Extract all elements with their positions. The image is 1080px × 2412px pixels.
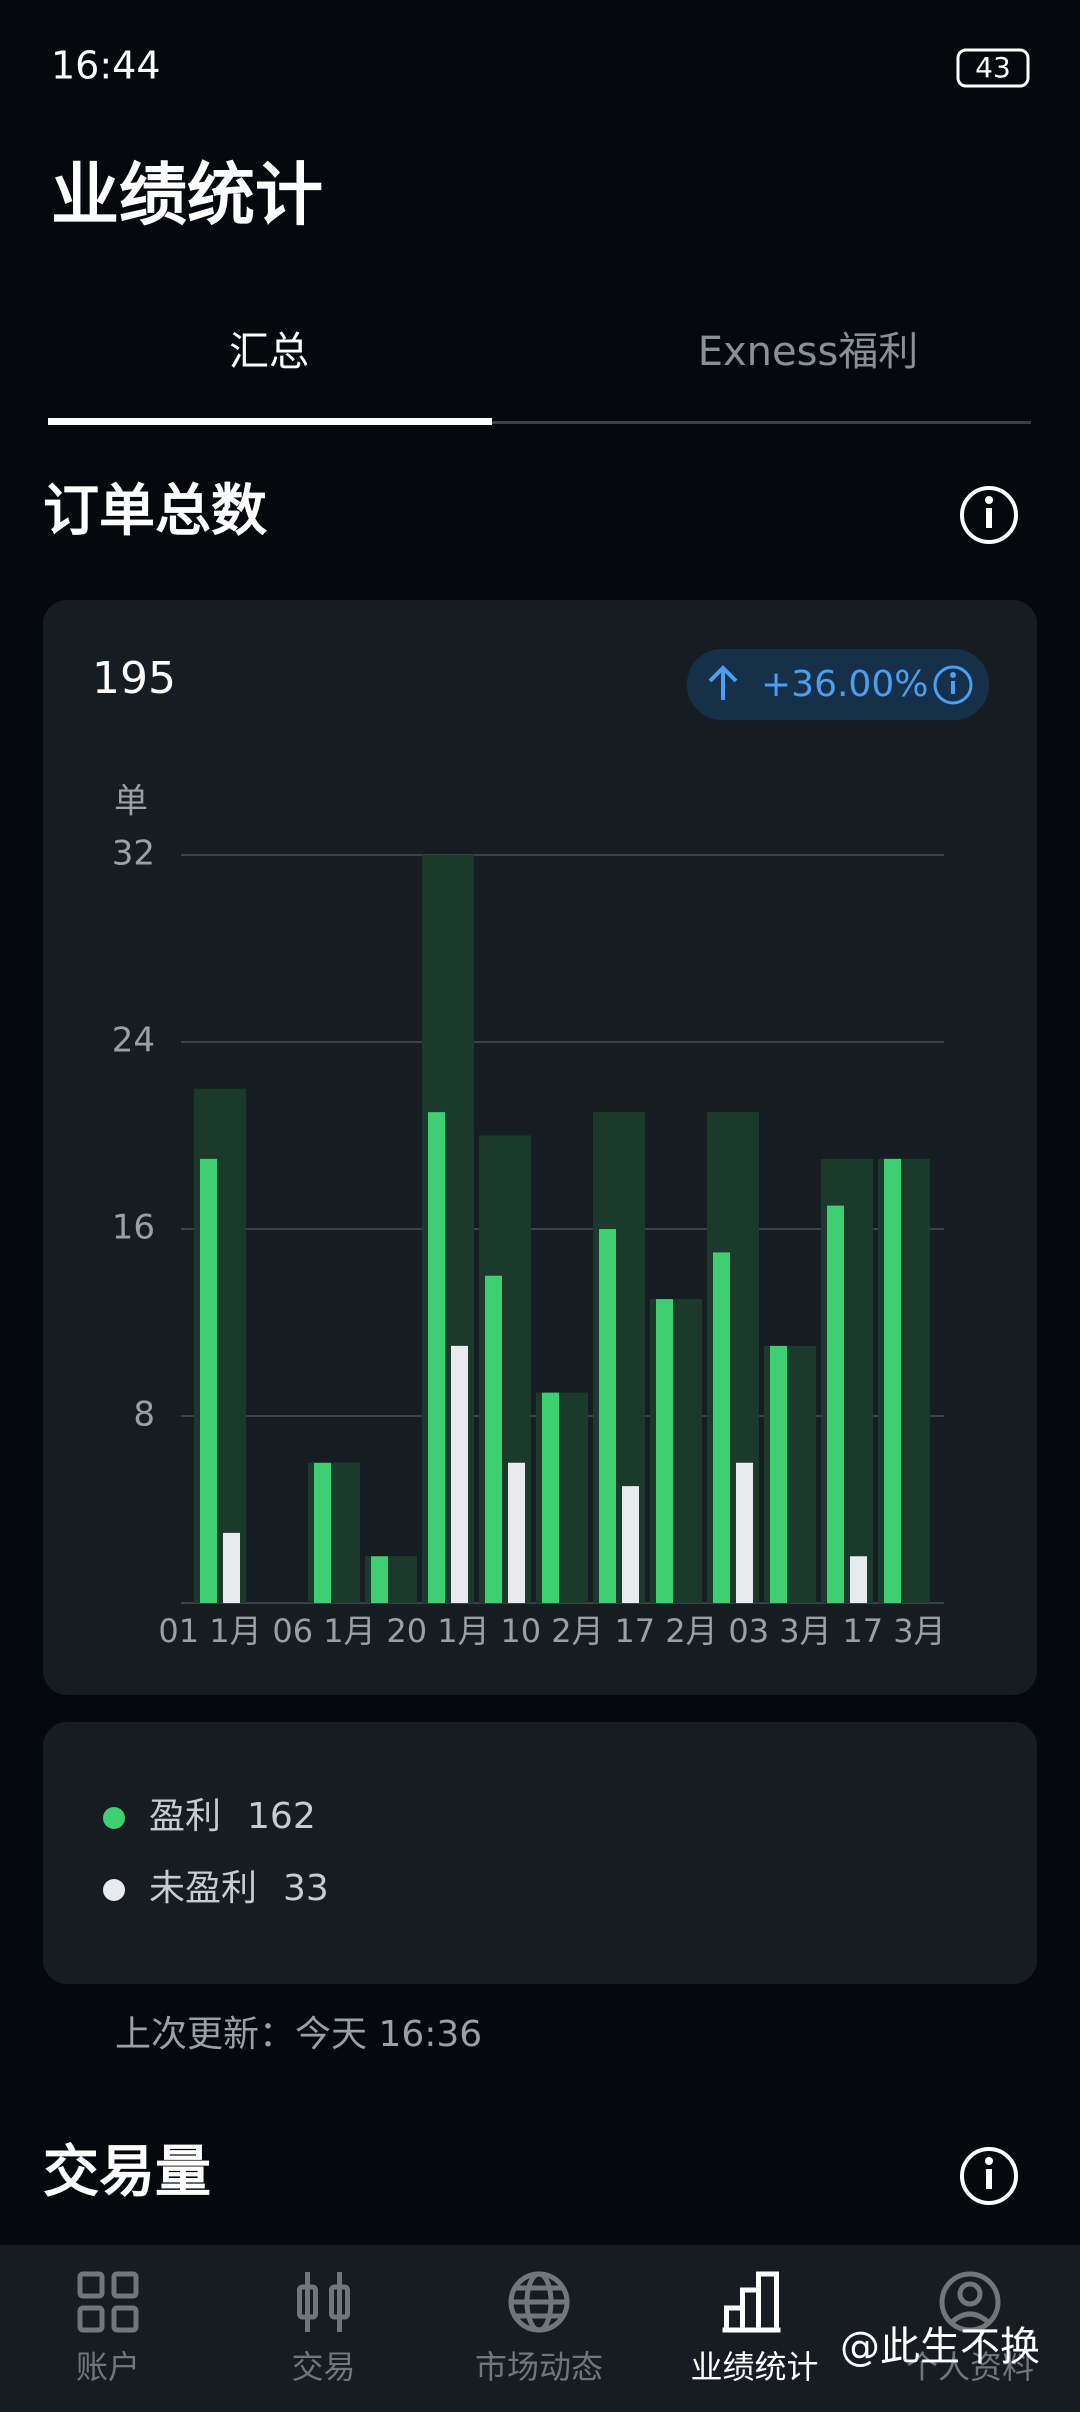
icon-part	[77, 2305, 105, 2333]
x-tick-label: 03 3月	[728, 1612, 831, 1650]
bar	[622, 1486, 639, 1603]
y-tick-label: 8	[133, 1395, 155, 1435]
bar	[770, 1345, 787, 1603]
bar	[371, 1556, 388, 1603]
bar	[508, 1462, 525, 1603]
bar	[713, 1252, 730, 1603]
nav-icon[interactable]	[297, 2272, 350, 2332]
legend-name: 未盈利	[149, 1868, 257, 1909]
y-axis-unit: 单	[114, 782, 148, 822]
icon-part	[111, 2271, 139, 2299]
x-tick-label: 17 3月	[842, 1612, 945, 1650]
nav-label[interactable]: 交易	[291, 2348, 355, 2386]
nav-icon[interactable]	[77, 2271, 139, 2333]
bar	[599, 1229, 616, 1603]
tab[interactable]: Exness福利	[698, 329, 919, 375]
legend-dot	[103, 1807, 125, 1829]
section-title: 订单总数	[43, 479, 267, 544]
battery-level: 43	[975, 51, 1011, 84]
total-orders: 195	[92, 653, 176, 704]
last-updated: 上次更新：今天 16:36	[115, 2014, 482, 2055]
tab-indicator	[48, 418, 492, 425]
bar	[542, 1392, 559, 1603]
bar	[850, 1556, 867, 1603]
battery-icon	[956, 48, 1030, 88]
legend-card	[43, 1722, 1037, 1984]
x-tick-label: 01 1月	[158, 1612, 261, 1650]
change-pill[interactable]	[687, 649, 989, 720]
tab-divider	[492, 421, 1031, 424]
nav-label[interactable]: 个人资料	[906, 2348, 1034, 2386]
legend-total: 162	[247, 1796, 316, 1837]
tab[interactable]: 汇总	[229, 329, 309, 375]
watermark: @此生不换	[840, 2324, 1040, 2370]
info-icon[interactable]	[960, 2147, 1018, 2205]
bar	[200, 1158, 217, 1603]
up-arrow	[708, 665, 738, 700]
icon-part	[939, 2271, 1001, 2333]
nav-label[interactable]: 账户	[76, 2348, 140, 2386]
bar	[884, 1158, 901, 1603]
icon-part	[950, 2311, 990, 2324]
x-tick-label: 06 1月	[272, 1612, 375, 1650]
bar	[451, 1345, 468, 1603]
nav-icon[interactable]	[508, 2271, 570, 2333]
icon-part	[722, 2271, 781, 2333]
nav-label[interactable]: 市场动态	[475, 2348, 603, 2386]
status-time: 16:44	[51, 44, 161, 88]
bar	[736, 1462, 753, 1603]
icon-part	[111, 2305, 139, 2333]
icon-part	[305, 2272, 342, 2332]
icon-part	[511, 2285, 567, 2319]
icon-part	[77, 2271, 105, 2299]
bar	[827, 1205, 844, 1603]
legend-dot	[103, 1879, 125, 1901]
chart: 8 16 24 32 01 1月 06 1月 20 1月 10 2月 17 2月 03 3月 17 …	[112, 834, 946, 1651]
y-tick-label: 24	[112, 1021, 155, 1061]
bar	[485, 1275, 502, 1603]
page-title: 业绩统计	[51, 157, 323, 236]
nav: 账户 交易 市场动态 业绩统计 个人资料	[76, 2271, 1034, 2386]
bar	[223, 1532, 240, 1603]
section-title: 交易量	[43, 2140, 211, 2205]
x-tick-label: 20 1月	[386, 1612, 489, 1650]
y-tick-label: 16	[112, 1208, 155, 1248]
icon-part	[957, 2281, 983, 2307]
bar	[314, 1462, 331, 1603]
nav-label[interactable]: 业绩统计	[690, 2348, 818, 2386]
info-icon[interactable]	[933, 665, 973, 705]
bar	[428, 1112, 445, 1603]
info-icon[interactable]	[960, 486, 1018, 544]
x-tick-label: 10 2月	[500, 1612, 603, 1650]
legend-name: 盈利	[149, 1796, 221, 1837]
x-tick-label: 17 2月	[614, 1612, 717, 1650]
bar	[656, 1299, 673, 1603]
y-tick-label: 32	[112, 834, 155, 874]
change-value: +36.00%	[761, 664, 928, 705]
legend-total: 33	[283, 1868, 329, 1909]
legend: 盈利 162 未盈利 33	[103, 1796, 329, 1909]
nav-icon[interactable]	[722, 2271, 781, 2333]
nav-icon[interactable]	[939, 2271, 1001, 2333]
